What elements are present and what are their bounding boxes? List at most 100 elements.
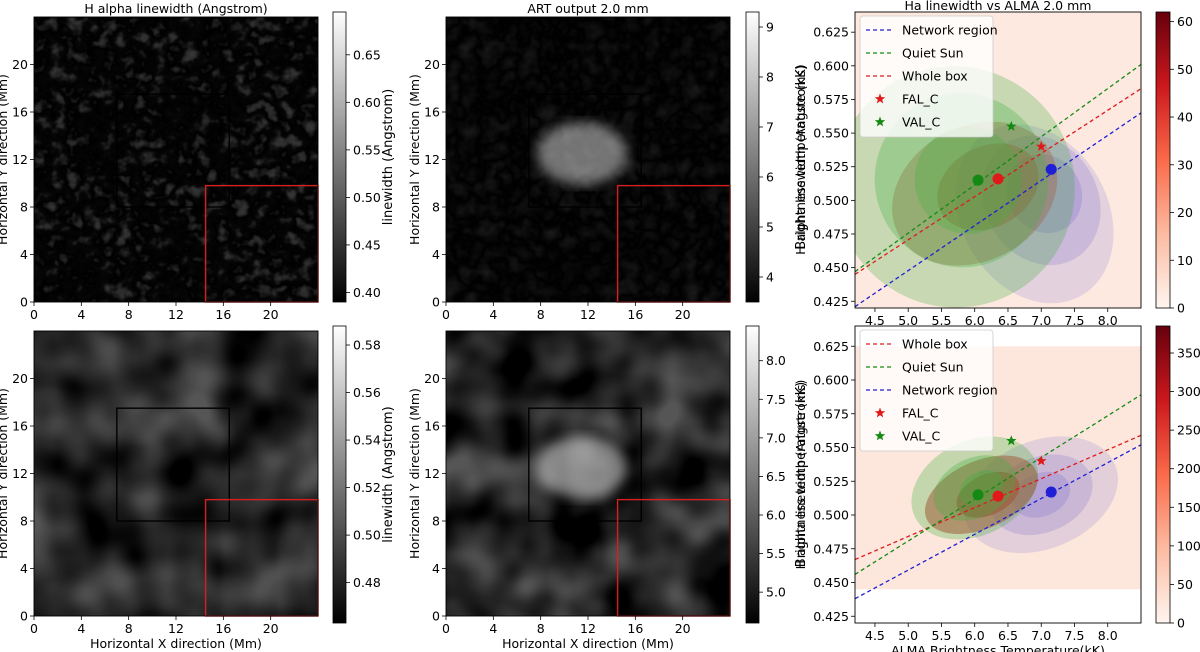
x-tick-label: 7.5	[1065, 628, 1085, 643]
colorbar: 0 10 20 30 40 50 60	[1155, 11, 1193, 316]
x-tick-label: 7.0	[1031, 628, 1051, 643]
y-tick-label: 0	[432, 295, 440, 310]
x-tick-label: 0	[442, 307, 450, 322]
y-tick-label: 0.500	[813, 508, 849, 523]
x-tick-label: 4	[77, 307, 85, 322]
model-star	[1006, 120, 1017, 131]
legend-label: Quiet Sun	[902, 360, 964, 375]
heatmap-image	[34, 331, 319, 617]
x-tick-label: 4	[489, 621, 497, 636]
x-tick-label: 0	[30, 621, 38, 636]
legend-box	[859, 329, 994, 452]
quiet-sun-contour	[911, 436, 1038, 540]
x-tick-label: 4	[77, 621, 85, 636]
y-tick-label: 4	[20, 247, 28, 262]
colorbar-tick-label: 0	[1177, 616, 1185, 631]
colorbar-tick-label: 10	[1177, 253, 1193, 268]
x-tick-label: 20	[675, 307, 691, 322]
heatmap-image	[34, 17, 319, 303]
x-tick-label: 12	[168, 307, 184, 322]
colorbar-tick-label: 4	[766, 270, 774, 285]
colorbar-gradient	[745, 11, 760, 303]
y-tick-label: 0.575	[813, 92, 849, 107]
legend: Network region Quiet Sun Whole box FAL_C VAL…	[859, 15, 998, 138]
density-peak	[937, 143, 1039, 231]
x-tick-label: 8.0	[1098, 313, 1118, 328]
colorbar-label: linewidth (Angstrom)	[381, 89, 396, 226]
y-tick-label: 0.525	[813, 474, 849, 489]
colorbar-gradient	[1155, 325, 1171, 624]
colorbar-tick-label: 5	[766, 220, 774, 235]
colorbar-tick-label: 60	[1177, 14, 1193, 29]
x-tick-label: 20	[263, 621, 279, 636]
y-tick-label: 0.550	[813, 126, 849, 141]
x-tick-label: 6.5	[998, 628, 1018, 643]
colorbar-tick-label: 7.5	[766, 392, 786, 407]
colorbar: 0 50 100 150 200 250 300 350	[1155, 325, 1200, 631]
y-axis-label: H alpha linewidth (Angstroms)	[793, 380, 808, 570]
colorbar-tick-label: 0.52	[353, 480, 381, 495]
colorbar-tick-label: 0.56	[353, 385, 381, 400]
bright-core	[536, 122, 628, 185]
axes: 4.5 5.0 5.5 6.0 6.5 7.0 7.5 8.0 0.425 0.450 0.475 0…	[793, 0, 1142, 328]
plot-title: H alpha linewidth (Angstrom)	[84, 1, 267, 16]
colorbar-tick-label: 0.50	[353, 190, 381, 205]
mean-marker	[992, 173, 1004, 185]
x-tick-label: 0	[30, 307, 38, 322]
colorbar-tick-label: 0.54	[353, 433, 381, 448]
x-tick-label: 8	[125, 621, 133, 636]
x-tick-label: 16	[215, 621, 231, 636]
colorbar-tick-label: 5.5	[766, 546, 786, 561]
x-tick-label: 7.0	[1031, 313, 1051, 328]
colorbar-tick-label: 8.0	[766, 353, 786, 368]
y-tick-label: 0	[20, 295, 28, 310]
colorbar-tick-label: 100	[1177, 538, 1200, 553]
density-peak	[892, 121, 1058, 266]
y-tick-label: 8	[20, 514, 28, 529]
y-tick-label: 0	[432, 609, 440, 624]
axes-frame	[854, 11, 1142, 309]
x-tick-label: 16	[627, 621, 643, 636]
network-contour	[1006, 154, 1083, 234]
y-tick-label: 8	[432, 200, 440, 215]
network-contour	[955, 124, 1114, 304]
heatmap-texture	[34, 331, 318, 616]
quiet-sun-box	[116, 407, 230, 522]
x-tick-label: 5.0	[898, 313, 918, 328]
x-tick-label: 12	[168, 621, 184, 636]
x-tick-label: 7.5	[1065, 313, 1085, 328]
fit-line	[855, 394, 1141, 575]
y-tick-label: 4	[432, 247, 440, 262]
axes: 4.5 5.0 5.5 6.0 6.5 7.0 7.5 8.0 0.425 0.450 0.475 0…	[793, 325, 1142, 652]
x-tick-label: 12	[580, 307, 596, 322]
colorbar-tick-label: 250	[1177, 423, 1200, 438]
y-axis-label: Horizontal Y direction (Mm)	[0, 388, 10, 559]
axes-frame	[854, 325, 1142, 624]
colorbar-tick-label: 6.0	[766, 508, 786, 523]
colorbar-tick-label: 7	[766, 120, 774, 135]
quiet-sun-contour	[959, 470, 1004, 506]
y-tick-label: 12	[12, 152, 28, 167]
x-tick-label: 8	[537, 307, 545, 322]
colorbar-tick-label: 350	[1177, 346, 1200, 361]
mean-marker	[992, 490, 1004, 502]
model-star	[1006, 435, 1017, 446]
y-tick-label: 0.625	[813, 339, 849, 354]
colorbar-tick-label: 9	[766, 20, 774, 35]
x-tick-label: 16	[627, 307, 643, 322]
y-tick-label: 0.450	[813, 260, 849, 275]
colorbar-tick-label: 7.0	[766, 430, 786, 445]
colorbar-label: Brightness temperature (kK)	[794, 64, 809, 249]
y-tick-label: 0.600	[813, 58, 849, 73]
x-tick-label: 5.5	[932, 628, 952, 643]
x-tick-label: 4.5	[865, 313, 885, 328]
x-tick-label: 5.0	[898, 628, 918, 643]
x-tick-label: 5.5	[932, 313, 952, 328]
y-tick-label: 0.425	[813, 294, 849, 309]
y-axis-label: Horizontal Y direction (Mm)	[407, 388, 422, 559]
colorbar-tick-label: 0	[1177, 301, 1185, 316]
y-tick-label: 20	[424, 57, 440, 72]
colorbar-tick-label: 0.58	[353, 338, 381, 353]
